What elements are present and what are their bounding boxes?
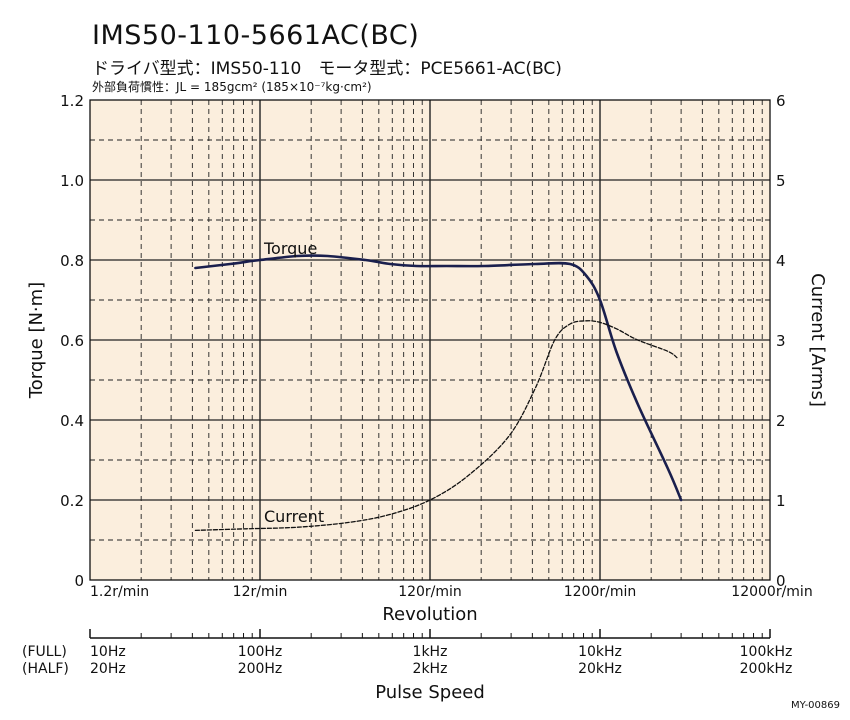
pulse-half-label: 200kHz [740, 661, 793, 677]
pulse-half-label: 2kHz [413, 661, 448, 677]
y-tick-label: 1.0 [60, 172, 84, 190]
y2-axis-label: Current [Arms] [807, 273, 828, 407]
labels: 0 0.2 0.4 0.6 0.8 1.0 1.2 0 1 2 3 4 5 6 1.2r/min 12r/mi… [60, 92, 813, 600]
pulse-full-label: 1kHz [413, 644, 448, 660]
y-tick-label: 0.6 [60, 332, 84, 350]
figure-code: MY-00869 [791, 700, 840, 711]
pulse-full-label: 10Hz [90, 644, 126, 660]
x-axis-label: Revolution [382, 604, 477, 625]
x-tick-label: 1200r/min [564, 584, 637, 600]
y-tick-label: 0.8 [60, 252, 84, 270]
pulse-axis-title: Pulse Speed [375, 682, 485, 703]
x-tick-label: 12r/min [233, 584, 288, 600]
chart-subtitle: ドライバ型式：IMS50-110 モータ型式：PCE5661-AC(BC) [92, 59, 562, 79]
x-tick-label: 120r/min [398, 584, 462, 600]
pulse-full-label: 100Hz [238, 644, 283, 660]
y-tick-label: 1.2 [60, 92, 84, 110]
x-tick-label: 12000r/min [731, 584, 812, 600]
y2-tick-label: 2 [776, 412, 786, 430]
pulse-full-label: 100kHz [740, 644, 793, 660]
torque-series-line [194, 254, 683, 502]
y2-tick-label: 4 [776, 252, 786, 270]
x-tick-label: 1.2r/min [90, 584, 149, 600]
pulse-half-label: 20Hz [90, 661, 126, 677]
y2-tick-label: 1 [776, 492, 786, 510]
inertia-value: JL = 185gcm² (185×10⁻⁷kg·cm²) [176, 80, 372, 94]
series-layer [194, 254, 683, 532]
pulse-half-label: 200Hz [238, 661, 283, 677]
torque-series-label: Torque [263, 239, 317, 258]
y-axis-label: Torque [N·m] [26, 282, 47, 399]
y-tick-label: 0.4 [60, 412, 84, 430]
y-tick-label: 0 [74, 572, 84, 590]
y2-tick-label: 5 [776, 172, 786, 190]
pulse-full-label: 10kHz [578, 644, 622, 660]
inertia-label: 外部負荷慣性： [92, 80, 177, 94]
y2-tick-label: 3 [776, 332, 786, 350]
y2-tick-label: 0 [776, 572, 786, 590]
chart-title: IMS50-110-5661AC(BC) [92, 20, 420, 51]
current-series-label: Current [264, 507, 324, 526]
grid [90, 100, 770, 580]
inertia-note: 外部負荷慣性：JL = 185gcm² (185×10⁻⁷kg·cm²) [92, 78, 372, 95]
y-tick-label: 0.2 [60, 492, 84, 510]
current-series-line [194, 320, 678, 532]
y2-tick-label: 6 [776, 92, 786, 110]
pulse-row-full: (FULL) [22, 644, 67, 660]
pulse-half-label: 20kHz [578, 661, 622, 677]
pulse-row-half: (HALF) [22, 661, 69, 677]
plot-frame [89, 99, 771, 581]
